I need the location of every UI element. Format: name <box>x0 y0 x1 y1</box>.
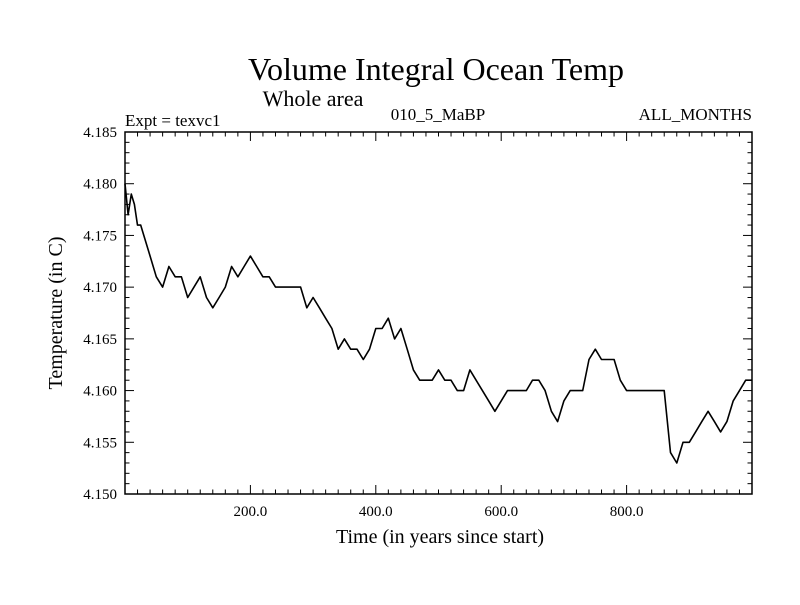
y-tick-label: 4.185 <box>83 125 117 141</box>
x-tick-label: 800.0 <box>610 504 644 520</box>
chart-title: Volume Integral Ocean Temp <box>248 51 624 87</box>
y-tick-label: 4.165 <box>83 332 117 348</box>
y-tick-label: 4.160 <box>83 384 117 400</box>
y-axis-label: Temperature (in C) <box>45 237 67 390</box>
chart-subtitle: Whole area <box>263 86 364 111</box>
y-tick-label: 4.155 <box>83 435 117 451</box>
x-tick-label: 600.0 <box>484 504 518 520</box>
tick-labels: 200.0 400.0 600.0 800.0 4.150 4.155 4.160 4.165… <box>83 125 643 520</box>
months-label: ALL_MONTHS <box>639 105 752 124</box>
x-axis-label: Time (in years since start) <box>336 526 544 548</box>
experiment-label: Expt = texvc1 <box>125 111 221 130</box>
x-tick-label: 200.0 <box>234 504 268 520</box>
y-tick-label: 4.150 <box>83 487 117 503</box>
x-tick-label: 400.0 <box>359 504 393 520</box>
series-line-volume-integral-ocean-temp <box>124 183 752 464</box>
y-tick-label: 4.180 <box>83 177 117 193</box>
period-label: 010_5_MaBP <box>391 105 485 124</box>
y-tick-label: 4.175 <box>83 228 117 244</box>
y-tick-label: 4.170 <box>83 280 117 296</box>
plot-frame <box>124 131 753 495</box>
series-layer <box>124 183 752 464</box>
axis-ticks <box>125 132 752 494</box>
